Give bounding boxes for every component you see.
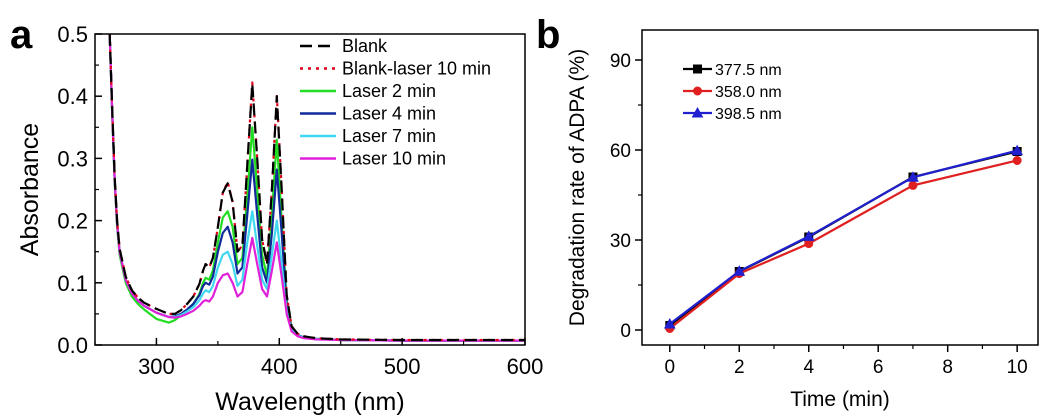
legend-label-blank-laser-10-min: Blank-laser 10 min bbox=[342, 59, 491, 79]
legend-label-358-0-nm: 358.0 nm bbox=[715, 84, 782, 101]
data-point-398-5-nm bbox=[663, 317, 676, 329]
legend-marker-377-5-nm bbox=[693, 64, 702, 74]
legend-label-377-5-nm: 377.5 nm bbox=[715, 62, 782, 79]
chart-absorbance: 300 400 500 600 0.0 0.1 0.2 0.3 0.4 0.5 Wavelengt… bbox=[16, 22, 543, 416]
legend-label-398-5-nm: 398.5 nm bbox=[715, 106, 782, 123]
data-point-398-5-nm bbox=[802, 230, 815, 241]
x-tick-label: 8 bbox=[942, 357, 953, 378]
degradation-y-axis-label: Degradation rate of ADPA (%) bbox=[566, 49, 589, 326]
series-line-laser-2-min bbox=[108, 33, 525, 342]
legend-label-blank: Blank bbox=[342, 36, 388, 56]
x-tick-label: 400 bbox=[261, 354, 298, 379]
x-tick-label: 500 bbox=[384, 354, 421, 379]
series-line-laser-7-min bbox=[108, 33, 525, 342]
data-point-358-0-nm bbox=[1012, 156, 1022, 165]
y-tick-label: 0.2 bbox=[57, 209, 88, 234]
legend-marker-398-5-nm bbox=[691, 106, 704, 118]
degradation-x-axis-label: Time (min) bbox=[790, 388, 890, 411]
y-tick-label: 60 bbox=[610, 141, 631, 162]
degradation-ticks: 0 2 4 6 8 10 0 30 60 90 bbox=[610, 51, 1028, 378]
data-point-398-5-nm bbox=[1011, 144, 1024, 156]
x-tick-label: 600 bbox=[507, 354, 544, 379]
y-tick-label: 90 bbox=[610, 51, 631, 72]
data-point-398-5-nm bbox=[733, 265, 746, 276]
absorbance-ticks: 300 400 500 600 0.0 0.1 0.2 0.3 0.4 0.5 bbox=[57, 22, 543, 379]
legend-label-laser-7-min: Laser 7 min bbox=[342, 126, 436, 146]
degradation-series-lines bbox=[663, 144, 1024, 333]
panel-letter-a: a bbox=[10, 13, 33, 57]
y-tick-label: 0.0 bbox=[57, 333, 88, 358]
x-tick-label: 2 bbox=[734, 357, 745, 378]
legend-label-laser-4-min: Laser 4 min bbox=[342, 104, 436, 124]
series-line-398-5-nm bbox=[669, 149, 1018, 325]
series-line-blank-laser-10-min bbox=[108, 33, 525, 342]
legend-label-laser-10-min: Laser 10 min bbox=[342, 149, 446, 169]
y-tick-label: 0 bbox=[620, 321, 631, 342]
data-point-358-0-nm bbox=[908, 180, 918, 190]
legend-marker-358-0-nm bbox=[693, 86, 702, 96]
x-tick-label: 10 bbox=[1007, 357, 1028, 378]
series-line-blank bbox=[108, 33, 525, 342]
degradation-legend: 377.5 nm 358.0 nm 398.5 nm bbox=[683, 62, 782, 123]
series-line-358-0-nm bbox=[669, 159, 1018, 330]
chart-degradation: 0 2 4 6 8 10 0 30 60 90 Time (min) Degradation ra… bbox=[566, 29, 1039, 411]
data-point-398-5-nm bbox=[907, 171, 919, 182]
absorbance-x-axis-label: Wavelength (nm) bbox=[215, 388, 404, 416]
y-tick-label: 30 bbox=[610, 231, 631, 252]
series-line-laser-10-min bbox=[108, 33, 525, 342]
y-tick-label: 0.1 bbox=[57, 271, 88, 296]
absorbance-y-axis-label: Absorbance bbox=[16, 123, 44, 256]
degradation-plot-frame bbox=[641, 29, 1039, 346]
absorbance-series-lines bbox=[108, 33, 525, 342]
series-line-377-5-nm bbox=[669, 150, 1018, 327]
series-line-laser-4-min bbox=[108, 33, 525, 342]
y-tick-label: 0.5 bbox=[57, 22, 88, 47]
y-tick-label: 0.3 bbox=[57, 146, 88, 171]
y-tick-label: 0.4 bbox=[57, 84, 88, 109]
x-tick-label: 0 bbox=[665, 357, 676, 378]
panel-letter-b: b bbox=[536, 13, 560, 57]
legend-label-laser-2-min: Laser 2 min bbox=[342, 81, 436, 101]
x-tick-label: 6 bbox=[873, 357, 884, 378]
x-tick-label: 4 bbox=[803, 357, 814, 378]
x-tick-label: 300 bbox=[138, 354, 175, 379]
absorbance-plot-frame bbox=[94, 33, 526, 346]
